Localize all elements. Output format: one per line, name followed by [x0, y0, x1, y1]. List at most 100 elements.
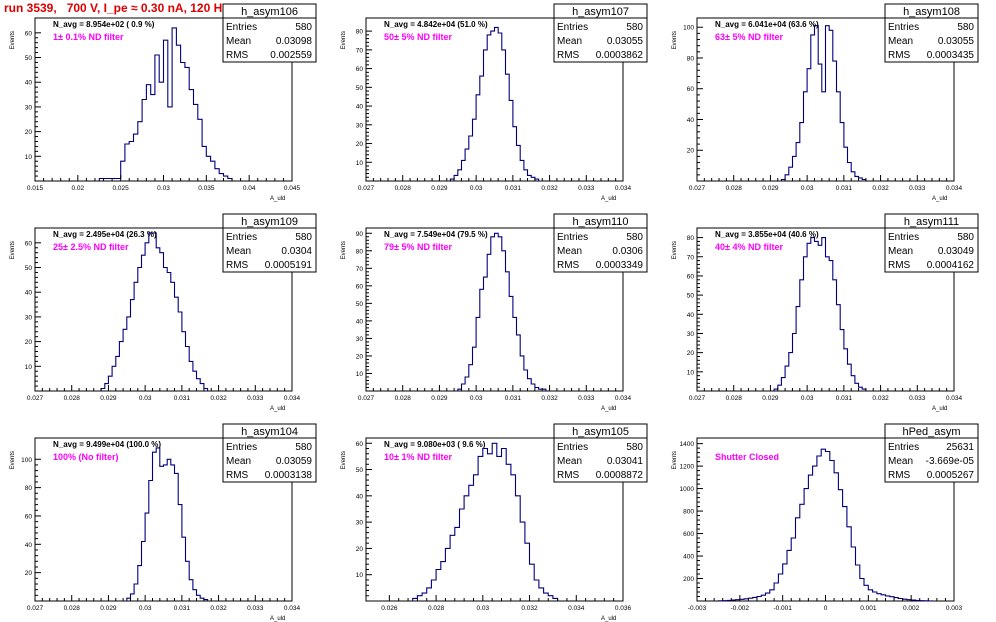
x-tick-label: -0.002	[731, 605, 750, 612]
histogram-bin	[534, 580, 539, 601]
stats-entries-value: 580	[626, 442, 643, 453]
stats-rms-value: 0.0003862	[596, 50, 644, 61]
histogram-bin	[851, 376, 855, 391]
stats-rms-value: 0.0003435	[927, 50, 975, 61]
stats-mean-label: Mean	[226, 36, 251, 47]
stats-rms-label: RMS	[888, 470, 911, 481]
x-tick-label: 0.032	[872, 185, 889, 192]
stats-box	[884, 3, 979, 63]
histogram-bin	[553, 598, 558, 601]
histogram-bin	[838, 490, 842, 601]
y-tick-label: 30	[687, 331, 695, 338]
histogram-bin	[873, 592, 877, 601]
stats-rms-value: 0.0008872	[596, 470, 644, 481]
stats-rms-label: RMS	[888, 50, 911, 61]
histogram-bin	[804, 489, 808, 601]
histogram-bin	[513, 317, 517, 391]
histogram-series-line	[98, 27, 233, 181]
histogram-bin	[167, 273, 171, 392]
histogram-bin	[524, 370, 528, 391]
histogram-bin	[807, 69, 811, 181]
histogram-bin	[182, 537, 186, 601]
y-tick-label: 50	[356, 85, 364, 92]
x-tick-label: 0.027	[689, 395, 706, 402]
histogram-bin	[548, 596, 553, 601]
histogram-panel-hPed_asym: -0.003 -0.002 -0.001 0 0.001 0.002 0.003 200 400…	[672, 423, 979, 612]
histogram-bin	[204, 600, 208, 601]
histogram-bin	[480, 289, 484, 391]
x-tick-label: 0.034	[568, 605, 585, 612]
histogram-bin	[903, 599, 907, 601]
histogram-bin	[774, 389, 778, 391]
x-tick-label: 0.027	[358, 185, 375, 192]
x-tick-label: 0	[824, 605, 828, 612]
y-tick-label: 100	[683, 25, 694, 32]
histogram-bin	[530, 564, 535, 601]
y-axis-title: Events	[341, 451, 347, 469]
filter-label: 10± 1% ND filter	[384, 452, 452, 462]
filter-label: 63± 5% ND filter	[715, 32, 783, 42]
histogram-bin	[431, 580, 436, 601]
histogram-bin	[474, 475, 479, 601]
x-tick-label: 0.045	[284, 185, 301, 192]
histogram-bin	[491, 31, 495, 181]
histogram-bin	[517, 335, 521, 391]
histogram-bin	[785, 175, 789, 181]
stats-rms-value: 0.0004162	[927, 260, 975, 271]
histogram-bin	[172, 28, 176, 181]
filter-label: 1± 0.1% ND filter	[53, 32, 124, 42]
histogram-bin	[813, 466, 817, 601]
x-tick-label: 0.001	[860, 605, 877, 612]
histogram-bin	[131, 300, 135, 391]
filter-label: 50± 5% ND filter	[384, 32, 452, 42]
histogram-series-line	[773, 237, 867, 391]
histogram-bin	[138, 566, 142, 601]
histogram-bin	[458, 389, 462, 391]
stats-rms-value: 0.0003349	[596, 260, 644, 271]
histogram-bin	[829, 261, 833, 391]
histogram-bin	[476, 317, 480, 391]
histogram-bin	[422, 593, 427, 601]
histogram-bin	[445, 548, 450, 601]
stats-mean-label: Mean	[888, 246, 913, 257]
stats-entries-value: 580	[957, 22, 974, 33]
histogram-bin	[206, 156, 210, 181]
navg-label: N_avg = 4.842e+04 (51.0 %)	[384, 20, 488, 29]
histogram-bin	[800, 280, 804, 391]
histogram-bin	[189, 580, 193, 601]
stats-entries-label: Entries	[888, 232, 919, 243]
stats-mean-value: 0.03055	[607, 36, 644, 47]
stats-mean-label: Mean	[226, 456, 251, 467]
y-tick-label: 1200	[680, 464, 695, 471]
x-tick-label: 0.034	[284, 605, 301, 612]
stats-mean-value: 0.03059	[276, 456, 313, 467]
histogram-bin	[156, 448, 160, 601]
stats-rms-value: 0.002559	[270, 50, 312, 61]
histogram-bin	[200, 384, 204, 391]
histogram-bin	[175, 297, 179, 391]
histogram-bin	[837, 305, 841, 391]
y-tick-label: 20	[356, 141, 364, 148]
y-tick-label: 10	[356, 371, 364, 378]
y-tick-label: 60	[25, 513, 33, 520]
stats-rms-value: 0.0003138	[265, 470, 313, 481]
histogram-panel-h_asym110: 0.027 0.028 0.029 0.03 0.031 0.032 0.033 0.034 1…	[341, 213, 648, 412]
x-tick-label: 0.034	[615, 395, 632, 402]
histogram-panel-h_asym108: 0.027 0.028 0.029 0.03 0.031 0.032 0.033 0.034 2…	[672, 3, 979, 202]
histogram-bin	[134, 134, 138, 181]
y-tick-label: 100	[21, 457, 32, 464]
y-tick-label: 70	[356, 266, 364, 273]
x-tick-label: 0.026	[381, 605, 398, 612]
histogram-bin	[840, 330, 844, 391]
histogram-bin	[142, 542, 146, 602]
histogram-bin	[535, 179, 539, 181]
y-tick-label: 200	[683, 576, 694, 583]
x-tick-label: 0.032	[541, 185, 558, 192]
histogram-bin	[502, 449, 507, 602]
histogram-bin	[787, 550, 791, 601]
y-tick-label: 20	[356, 353, 364, 360]
x-tick-label: 0.03	[139, 605, 152, 612]
histogram-bin	[450, 535, 455, 601]
stats-box	[553, 213, 648, 273]
y-tick-label: 30	[25, 104, 33, 111]
